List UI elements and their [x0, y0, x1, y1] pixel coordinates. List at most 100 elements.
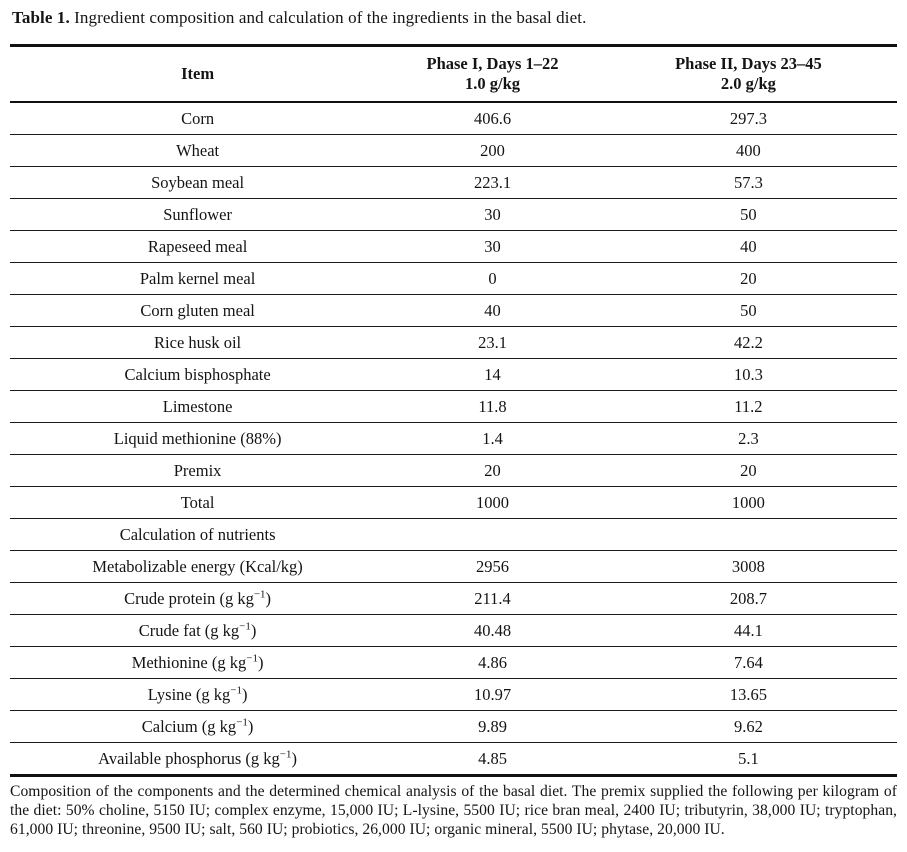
item-cell: Crude fat (g kg−1) [10, 614, 386, 647]
item-cell: Premix [10, 454, 386, 487]
table-row: Sunflower 30 50 [10, 198, 897, 231]
phase2-value-cell: 57.3 [599, 166, 897, 199]
phase2-value-cell: 40 [599, 230, 897, 263]
phase2-value-cell: 44.1 [599, 614, 897, 647]
phase2-value-cell: 9.62 [599, 710, 897, 743]
unit-superscript: −1 [246, 652, 258, 664]
phase1-value-cell: 14 [385, 358, 600, 391]
phase1-value-cell [385, 518, 600, 551]
table-row: Limestone 11.8 11.2 [10, 390, 897, 423]
item-cell: Total [10, 486, 386, 519]
table-caption-label: Table 1. [12, 8, 70, 27]
column-header-phase1-line1: Phase I, Days 1–22 [426, 54, 559, 73]
phase1-value-cell: 9.89 [385, 710, 600, 743]
item-cell: Calcium bisphosphate [10, 358, 386, 391]
phase2-value-cell: 297.3 [599, 102, 897, 135]
table-row: Total 1000 1000 [10, 486, 897, 519]
table-row: Crude fat (g kg−1) 40.48 44.1 [10, 614, 897, 647]
item-cell: Sunflower [10, 198, 386, 231]
table-row: Calculation of nutrients [10, 518, 897, 551]
table-footnote: Composition of the components and the de… [10, 783, 897, 838]
item-cell: Limestone [10, 390, 386, 423]
table-caption: Table 1. Ingredient composition and calc… [12, 8, 897, 28]
unit-superscript: −1 [279, 748, 292, 760]
table-header: Item Phase I, Days 1–22 1.0 g/kg Phase I… [10, 45, 897, 103]
table-row: Corn 406.6 297.3 [10, 102, 897, 135]
phase2-value-cell: 13.65 [599, 678, 897, 711]
item-cell: Crude protein (g kg−1) [10, 582, 386, 615]
unit-superscript: −1 [239, 620, 251, 632]
item-cell: Palm kernel meal [10, 262, 386, 295]
phase2-value-cell: 400 [599, 134, 897, 167]
phase2-value-cell: 2.3 [599, 422, 897, 455]
table-caption-text: Ingredient composition and calculation o… [69, 8, 587, 27]
table-row: Palm kernel meal 0 20 [10, 262, 897, 295]
column-header-phase2: Phase II, Days 23–45 2.0 g/kg [599, 45, 897, 103]
table-body: Corn 406.6 297.3 Wheat 200 400 Soybean meal 223… [10, 102, 897, 776]
item-cell: Methionine (g kg−1) [10, 646, 386, 679]
phase1-value-cell: 0 [385, 262, 600, 295]
table-row: Rice husk oil 23.1 42.2 [10, 326, 897, 359]
phase2-value-cell: 11.2 [599, 390, 897, 423]
table-row: Lysine (g kg−1) 10.97 13.65 [10, 678, 897, 711]
table-row: Crude protein (g kg−1) 211.4 208.7 [10, 582, 897, 615]
phase1-value-cell: 223.1 [385, 166, 600, 199]
phase1-value-cell: 10.97 [385, 678, 600, 711]
phase2-value-cell: 20 [599, 454, 897, 487]
column-header-phase2-line1: Phase II, Days 23–45 [675, 54, 822, 73]
phase2-value-cell: 5.1 [738, 748, 759, 768]
column-header-phase1-line2: 1.0 g/kg [465, 74, 521, 93]
item-cell: Soybean meal [10, 166, 386, 199]
phase2-value-cell: 20 [599, 262, 897, 295]
phase1-value-cell: 4.85 [478, 748, 507, 768]
phase1-value-cell: 1000 [385, 486, 600, 519]
table-row: Liquid methionine (88%) 1.4 2.3 [10, 422, 897, 455]
table-row: Wheat 200 400 [10, 134, 897, 167]
phase2-value-cell: 42.2 [599, 326, 897, 359]
phase2-value-cell: 7.64 [599, 646, 897, 679]
phase1-value-cell: 2956 [385, 550, 600, 583]
item-cell: Liquid methionine (88%) [10, 422, 386, 455]
table-row: Calcium bisphosphate 14 10.3 [10, 358, 897, 391]
phase1-value-cell: 11.8 [385, 390, 600, 423]
table-row: Available phosphorus (g kg−1) 4.85 5.1 [10, 743, 897, 776]
phase2-value-cell: 50 [599, 198, 897, 231]
unit-superscript: −1 [253, 588, 266, 600]
ingredient-composition-table: Item Phase I, Days 1–22 1.0 g/kg Phase I… [10, 44, 897, 777]
item-cell: Available phosphorus (g kg−1) [98, 748, 298, 768]
table-row: Methionine (g kg−1) 4.86 7.64 [10, 646, 897, 679]
phase1-value-cell: 211.4 [385, 582, 600, 615]
table-row: Corn gluten meal 40 50 [10, 294, 897, 327]
item-cell: Corn gluten meal [10, 294, 386, 327]
phase2-value-cell [599, 518, 897, 551]
phase1-value-cell: 1.4 [385, 422, 600, 455]
table-row: Metabolizable energy (Kcal/kg) 2956 3008 [10, 550, 897, 583]
item-cell: Wheat [10, 134, 386, 167]
item-cell: Calculation of nutrients [10, 518, 386, 551]
item-cell: Rapeseed meal [10, 230, 386, 263]
column-header-item: Item [10, 45, 386, 103]
column-header-phase1: Phase I, Days 1–22 1.0 g/kg [385, 45, 600, 103]
phase1-value-cell: 30 [385, 198, 600, 231]
phase1-value-cell: 40 [385, 294, 600, 327]
item-cell: Corn [10, 102, 386, 135]
table-row: Premix 20 20 [10, 454, 897, 487]
phase2-value-cell: 10.3 [599, 358, 897, 391]
item-cell: Lysine (g kg−1) [10, 678, 386, 711]
unit-superscript: −1 [230, 684, 242, 696]
item-cell: Rice husk oil [10, 326, 386, 359]
table-row: Calcium (g kg−1) 9.89 9.62 [10, 710, 897, 743]
unit-superscript: −1 [236, 716, 248, 728]
phase2-value-cell: 1000 [599, 486, 897, 519]
phase1-value-cell: 40.48 [385, 614, 600, 647]
column-header-phase2-line2: 2.0 g/kg [720, 74, 776, 93]
phase2-value-cell: 3008 [599, 550, 897, 583]
item-cell: Calcium (g kg−1) [10, 710, 386, 743]
item-cell: Metabolizable energy (Kcal/kg) [10, 550, 386, 583]
table-row: Rapeseed meal 30 40 [10, 230, 897, 263]
table-row: Soybean meal 223.1 57.3 [10, 166, 897, 199]
phase1-value-cell: 20 [385, 454, 600, 487]
phase1-value-cell: 4.86 [385, 646, 600, 679]
phase1-value-cell: 23.1 [385, 326, 600, 359]
header-row: Item Phase I, Days 1–22 1.0 g/kg Phase I… [10, 45, 897, 103]
